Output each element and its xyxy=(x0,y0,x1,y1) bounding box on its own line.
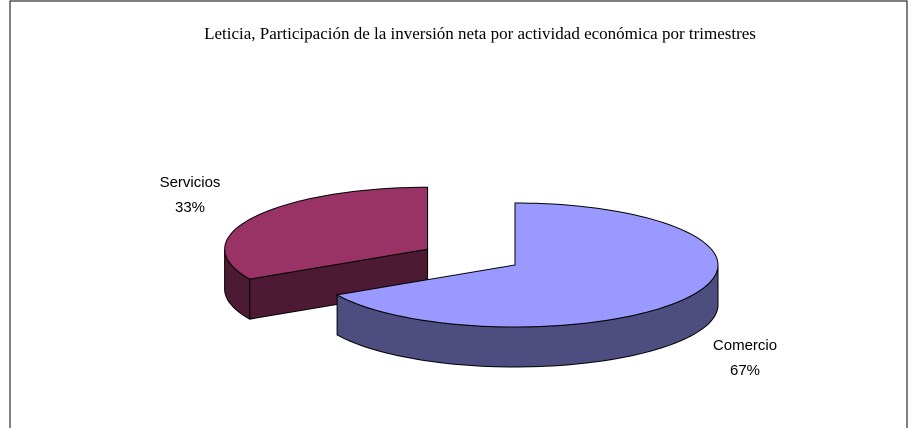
slice-label: Comercio xyxy=(713,337,777,354)
slice xyxy=(224,186,429,280)
slice-label: Servicios xyxy=(160,174,221,191)
slice xyxy=(335,202,719,328)
slice-value-label: 67% xyxy=(730,362,760,379)
slice-value-label: 33% xyxy=(175,199,205,216)
chart-border xyxy=(9,0,908,428)
chart-title: Leticia, Participación de la inversión n… xyxy=(204,24,756,43)
